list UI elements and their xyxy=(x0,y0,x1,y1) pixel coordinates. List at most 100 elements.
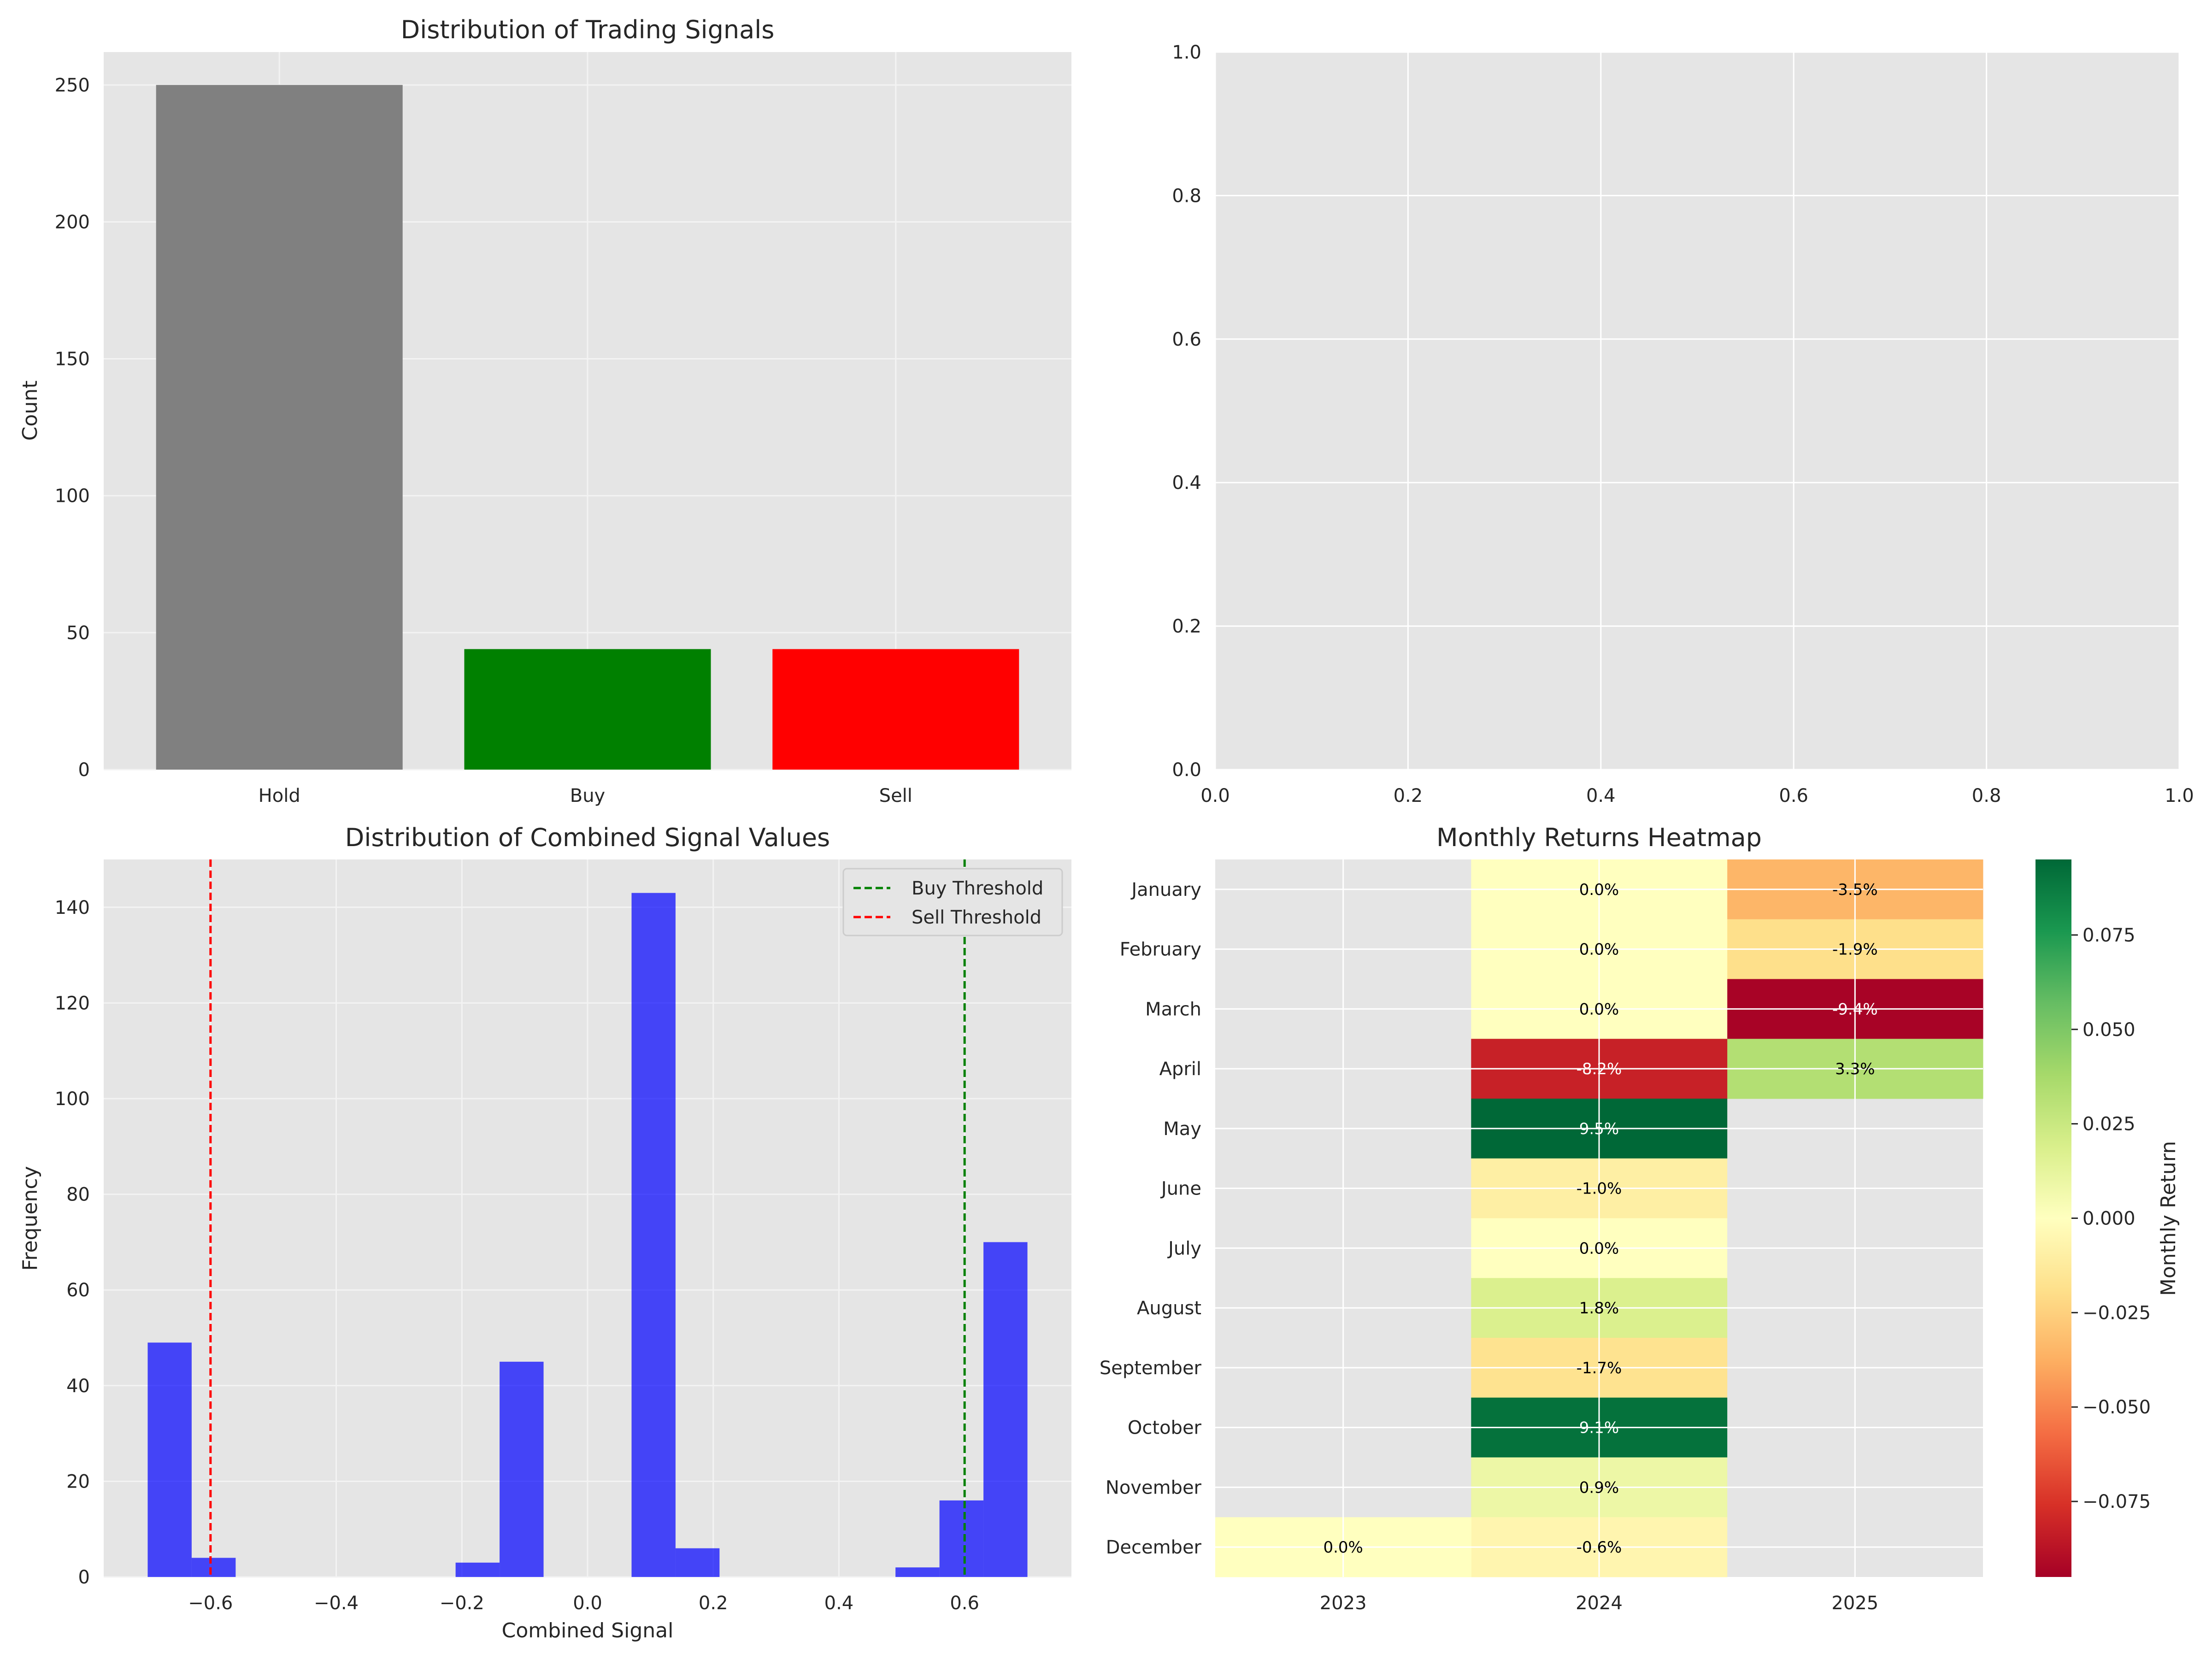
ytick-label: November xyxy=(1106,1477,1202,1498)
ytick-label: January xyxy=(1130,879,1201,900)
histogram-bar xyxy=(191,1558,236,1577)
panel-trading-signals: 0 50 100 150 200 250 Hold Buy Sell Distribution … xyxy=(18,15,1071,806)
ytick-label: 20 xyxy=(66,1471,90,1492)
xtick-label: Sell xyxy=(879,785,912,806)
panel-monthly-returns-heatmap: -3.5% -1.9% -9.4% 3.3% 0.0% 0.0% 0.0% -8.2% 9.5%… xyxy=(1100,823,2180,1614)
xtick-label: Hold xyxy=(259,785,300,806)
ytick-label: 0.4 xyxy=(1172,472,1201,494)
xtick-label: 0.0 xyxy=(573,1593,602,1614)
bar-sell xyxy=(772,649,1019,770)
title-heatmap: Monthly Returns Heatmap xyxy=(1436,823,1762,852)
ytick-label: 250 xyxy=(55,75,90,96)
ytick-label: 0.2 xyxy=(1172,616,1201,637)
ytick-label: 100 xyxy=(55,486,90,507)
colorbar-tick-label: 0.050 xyxy=(2083,1019,2136,1041)
ytick-label: August xyxy=(1137,1298,1201,1319)
ticks-signals: 0 50 100 150 200 250 Hold Buy Sell xyxy=(55,75,912,806)
heatmap-cell-label: 9.1% xyxy=(1579,1419,1619,1437)
heatmap-cell-label: 0.0% xyxy=(1579,1239,1619,1258)
histogram-bar xyxy=(939,1500,984,1577)
legend-box xyxy=(842,868,1063,936)
ytick-label: 150 xyxy=(55,349,90,370)
grid-empty xyxy=(1214,51,2180,771)
ytick-label: March xyxy=(1145,999,1201,1020)
legend-buy-label: Buy Threshold xyxy=(912,878,1043,899)
xtick-label: 1.0 xyxy=(2165,785,2194,806)
grid-heatmap xyxy=(1215,859,1983,1577)
ytick-label: 0 xyxy=(78,759,90,781)
heatmap-cell-label: -8.2% xyxy=(1577,1060,1622,1078)
histogram-bar xyxy=(675,1548,720,1577)
ytick-label: 140 xyxy=(55,897,90,918)
xtick-label: 0.2 xyxy=(1394,785,1423,806)
heatmap-cell-label: 0.9% xyxy=(1579,1478,1619,1497)
xtick-label: 0.4 xyxy=(1586,785,1616,806)
colorbar-tick-label: 0.025 xyxy=(2083,1114,2136,1135)
xtick-label: 0.0 xyxy=(1200,785,1230,806)
ytick-label: 100 xyxy=(55,1088,90,1110)
colorbar-tick-label: −0.025 xyxy=(2083,1302,2151,1324)
xtick-label: 2025 xyxy=(1831,1593,1878,1614)
colorbar-ticks: −0.075 −0.050 −0.025 0.000 0.025 0.050 0.075 xyxy=(2071,925,2151,1512)
histogram-bar xyxy=(147,1342,192,1577)
heatmap-cell-label: 0.0% xyxy=(1579,1000,1619,1018)
ytick-label: September xyxy=(1100,1358,1202,1379)
ticks-empty: 0.0 0.2 0.4 0.6 0.8 1.0 0.0 0.2 0.4 0.6 0.8 1.0 xyxy=(1172,42,2194,806)
legend-sell-label: Sell Threshold xyxy=(912,907,1041,928)
ytick-label: December xyxy=(1106,1537,1202,1558)
title-histogram: Distribution of Combined Signal Values xyxy=(345,823,830,852)
panel-empty-axes: 0.0 0.2 0.4 0.6 0.8 1.0 0.0 0.2 0.4 0.6 0.8 1.0 xyxy=(1172,42,2194,806)
xtick-label: −0.4 xyxy=(314,1593,359,1614)
ytick-label: 60 xyxy=(66,1280,90,1301)
xtick-label: 0.4 xyxy=(824,1593,854,1614)
ticks-histogram: −0.6 −0.4 −0.2 0.0 0.2 0.4 0.6 0 20 40 60 80 100 120 1… xyxy=(55,897,979,1614)
ytick-label: 120 xyxy=(55,993,90,1014)
bars-histogram xyxy=(147,893,1028,1577)
ytick-label: May xyxy=(1163,1118,1201,1140)
xlabel-histogram: Combined Signal xyxy=(502,1619,674,1642)
colorbar-tick-label: 0.000 xyxy=(2083,1208,2136,1230)
xtick-label: 2024 xyxy=(1576,1593,1623,1614)
ytick-label: 200 xyxy=(55,212,90,233)
heatmap-cell-label: 3.3% xyxy=(1835,1060,1875,1078)
heatmap-cell-labels: -3.5% -1.9% -9.4% 3.3% 0.0% 0.0% 0.0% -8.2% 9.5%… xyxy=(1323,881,1877,1557)
xtick-label: 0.2 xyxy=(699,1593,728,1614)
panel-combined-signal-histogram: −0.6 −0.4 −0.2 0.0 0.2 0.4 0.6 0 20 40 60 80 100 120 1… xyxy=(18,823,1071,1642)
heatmap-cell-label: 0.0% xyxy=(1579,881,1619,899)
heatmap-cell-label: 1.8% xyxy=(1579,1299,1619,1318)
xtick-label: Buy xyxy=(570,785,605,806)
ytick-label: April xyxy=(1159,1059,1201,1080)
heatmap-cell-label: -3.5% xyxy=(1832,881,1878,899)
ytick-label: June xyxy=(1160,1178,1201,1200)
heatmap-cell-label: -1.0% xyxy=(1577,1180,1622,1198)
heatmap-cell-label: -1.9% xyxy=(1832,941,1878,959)
ytick-label: 0.8 xyxy=(1172,185,1201,206)
colorbar-tick-label: −0.050 xyxy=(2083,1397,2151,1418)
bar-hold xyxy=(156,85,403,770)
heatmap-cell-label: 0.0% xyxy=(1323,1538,1363,1557)
ylabel-signals: Count xyxy=(18,381,42,441)
colorbar-tick-label: 0.075 xyxy=(2083,925,2136,946)
xtick-label: 0.8 xyxy=(1972,785,2001,806)
heatmap-cell-label: -9.4% xyxy=(1832,1000,1878,1018)
xtick-label: 0.6 xyxy=(950,1593,979,1614)
ylabel-histogram: Frequency xyxy=(18,1166,42,1271)
colorbar xyxy=(2036,859,2071,1577)
ytick-label: 40 xyxy=(66,1376,90,1397)
ytick-label: October xyxy=(1128,1418,1202,1439)
ytick-label: 0.6 xyxy=(1172,329,1201,350)
ytick-label: 80 xyxy=(66,1184,90,1206)
ytick-label: July xyxy=(1167,1238,1201,1259)
bar-buy xyxy=(464,649,711,770)
plot-area-empty xyxy=(1215,52,2179,770)
grid-histogram xyxy=(104,859,1071,1578)
ytick-label: 0.0 xyxy=(1172,759,1201,781)
legend-histogram: Buy Threshold Sell Threshold xyxy=(842,868,1063,936)
histogram-bar xyxy=(895,1567,940,1577)
ytick-label: February xyxy=(1120,939,1201,960)
colorbar-label: Monthly Return xyxy=(2157,1141,2180,1296)
xtick-label: 0.6 xyxy=(1779,785,1808,806)
xtick-label: −0.2 xyxy=(440,1593,484,1614)
xtick-label: 2023 xyxy=(1320,1593,1367,1614)
